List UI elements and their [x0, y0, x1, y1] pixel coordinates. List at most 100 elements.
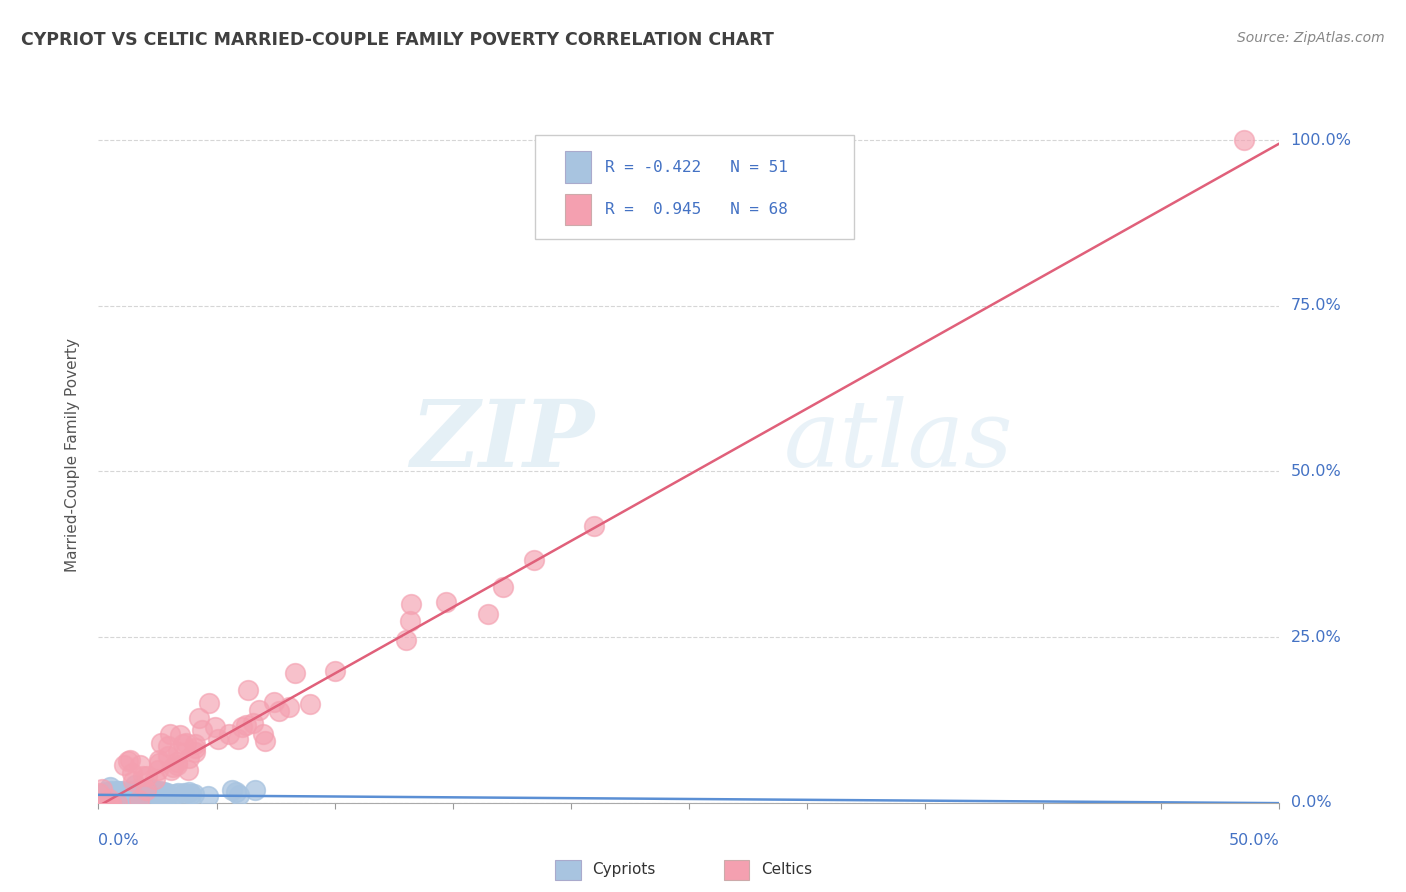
Text: 50.0%: 50.0%: [1229, 833, 1279, 848]
Point: [117, 787, 139, 801]
Point: [263, 695, 285, 709]
Point: [156, 788, 179, 802]
Point: [149, 736, 172, 750]
Point: [162, 760, 184, 774]
Point: [107, 787, 129, 801]
Point: [143, 782, 166, 797]
Point: [103, 785, 125, 799]
Point: [157, 739, 180, 754]
Text: R = -0.422   N = 51: R = -0.422 N = 51: [605, 160, 787, 175]
Text: Celtics: Celtics: [761, 863, 811, 877]
Point: [124, 787, 146, 801]
Point: [124, 778, 146, 792]
Point: [94, 785, 117, 799]
Text: Cypriots: Cypriots: [592, 863, 655, 877]
Point: [399, 597, 422, 611]
Text: 100.0%: 100.0%: [1291, 133, 1351, 148]
Point: [96, 796, 118, 810]
Text: 25.0%: 25.0%: [1291, 630, 1341, 645]
Point: [167, 745, 190, 759]
Point: [131, 769, 153, 783]
Point: [183, 745, 205, 759]
Point: [298, 697, 321, 711]
Point: [177, 763, 200, 777]
Point: [163, 787, 186, 801]
Point: [221, 782, 243, 797]
Point: [156, 748, 179, 763]
Point: [523, 553, 546, 567]
Point: [121, 785, 143, 799]
Point: [122, 774, 145, 789]
Point: [138, 782, 160, 797]
Point: [134, 786, 156, 800]
Point: [166, 756, 188, 770]
Point: [105, 796, 128, 810]
Point: [235, 718, 257, 732]
Point: [94, 796, 117, 810]
Point: [128, 787, 150, 801]
Point: [103, 785, 125, 799]
Point: [97, 796, 120, 810]
Point: [277, 700, 299, 714]
Point: [112, 784, 135, 798]
Point: [184, 741, 207, 756]
Point: [159, 763, 181, 777]
FancyBboxPatch shape: [565, 194, 591, 226]
Text: atlas: atlas: [783, 396, 1012, 486]
Point: [129, 757, 152, 772]
Point: [166, 787, 188, 801]
Point: [136, 769, 159, 783]
Point: [228, 788, 250, 802]
Point: [127, 785, 149, 799]
Point: [284, 665, 307, 680]
Point: [159, 727, 181, 741]
Point: [153, 787, 176, 801]
Y-axis label: Married-Couple Family Poverty: Married-Couple Family Poverty: [65, 338, 80, 572]
Text: 75.0%: 75.0%: [1291, 298, 1341, 313]
Point: [149, 783, 172, 797]
Point: [247, 703, 270, 717]
Point: [98, 787, 121, 801]
Point: [145, 785, 167, 799]
Text: CYPRIOT VS CELTIC MARRIED-COUPLE FAMILY POVERTY CORRELATION CHART: CYPRIOT VS CELTIC MARRIED-COUPLE FAMILY …: [21, 31, 773, 49]
Point: [142, 782, 165, 797]
Point: [128, 793, 150, 807]
Text: 0.0%: 0.0%: [1291, 796, 1331, 810]
Point: [101, 788, 124, 802]
Point: [143, 772, 166, 786]
Point: [87, 786, 110, 800]
Point: [141, 788, 163, 802]
Point: [395, 632, 418, 647]
Point: [153, 787, 176, 801]
Point: [121, 765, 143, 780]
Point: [236, 683, 259, 698]
Point: [243, 783, 266, 797]
Point: [100, 796, 122, 810]
Point: [252, 727, 274, 741]
Point: [1233, 133, 1256, 147]
Point: [169, 728, 191, 742]
Point: [146, 763, 169, 777]
Point: [254, 733, 277, 747]
Point: [100, 784, 122, 798]
Point: [180, 787, 202, 801]
Point: [183, 737, 205, 751]
Text: Source: ZipAtlas.com: Source: ZipAtlas.com: [1237, 31, 1385, 45]
Point: [127, 782, 149, 797]
Point: [179, 784, 201, 798]
Point: [118, 786, 141, 800]
Point: [183, 787, 205, 801]
Point: [583, 519, 606, 533]
Point: [107, 783, 129, 797]
Point: [107, 787, 129, 801]
Point: [153, 785, 176, 799]
Text: R =  0.945   N = 68: R = 0.945 N = 68: [605, 202, 787, 217]
Point: [187, 711, 209, 725]
Point: [90, 781, 112, 796]
Point: [117, 787, 139, 801]
Point: [173, 786, 195, 800]
Point: [135, 783, 157, 797]
Text: ZIP: ZIP: [411, 396, 595, 486]
Point: [323, 665, 346, 679]
Point: [197, 789, 219, 803]
